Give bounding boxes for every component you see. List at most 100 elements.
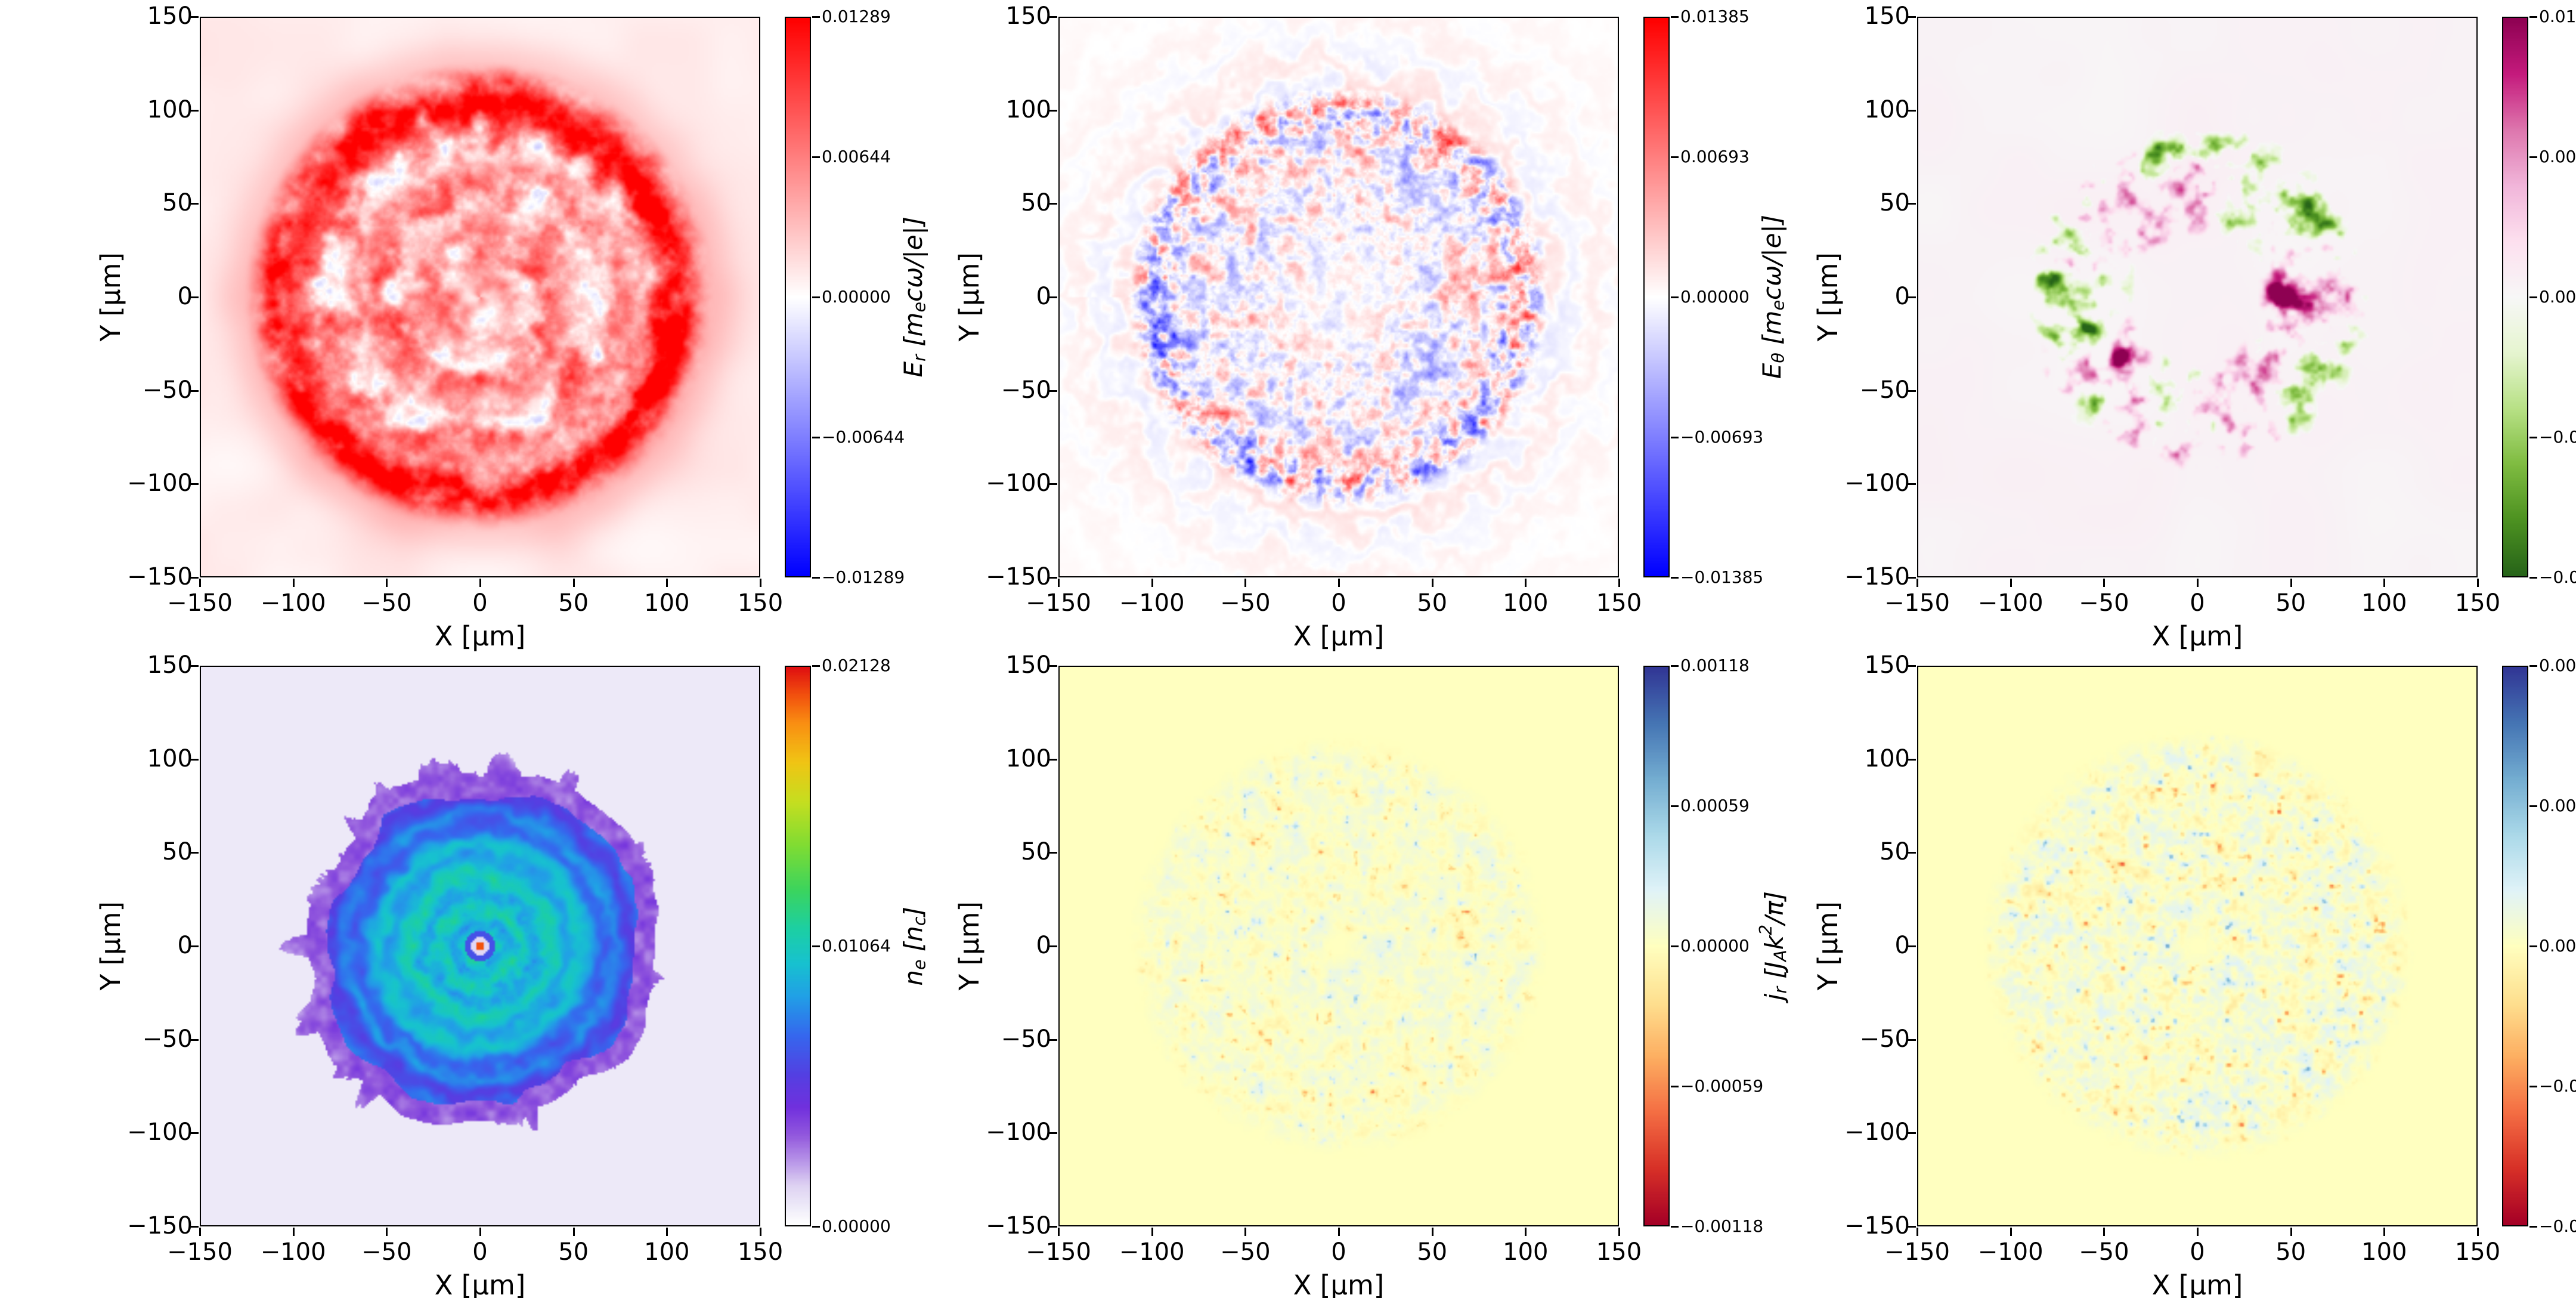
y-tick-labels: 150 100 50 0 −50 −100 −150 xyxy=(1717,0,2576,649)
tick-mark xyxy=(1431,579,1433,587)
tick-mark xyxy=(190,483,199,486)
x-tick-label: 100 xyxy=(644,589,690,617)
x-tick-label: −100 xyxy=(1119,589,1185,617)
tick-mark xyxy=(1908,852,1916,854)
tick-mark xyxy=(479,579,481,587)
heatmap-canvas xyxy=(200,666,760,1226)
tick-mark xyxy=(199,1228,201,1236)
y-tick-label: −100 xyxy=(127,1118,193,1146)
y-tick-label: 150 xyxy=(1005,2,1051,30)
tick-mark xyxy=(1908,109,1916,112)
tick-mark xyxy=(1525,579,1527,587)
tick-mark xyxy=(1671,156,1679,158)
tick-mark xyxy=(2529,1086,2537,1087)
tick-mark xyxy=(1671,945,1679,947)
colorbar-tick-label: −0.00059 xyxy=(1680,1076,1764,1096)
tick-mark xyxy=(190,1039,199,1041)
y-tick-label: −50 xyxy=(1001,376,1051,404)
y-tick-labels: 150 100 50 0 −50 −100 −150 xyxy=(0,0,859,649)
x-tick-label: −150 xyxy=(167,589,233,617)
tick-mark xyxy=(572,1228,575,1236)
colorbar-tick-label: 0.00000 xyxy=(822,287,891,307)
x-tick-label: 150 xyxy=(737,589,784,617)
colorbar-tick-labels: 0.01289 0.00644 0.00000 −0.00644 −0.01289 xyxy=(0,0,905,649)
tick-mark xyxy=(572,579,575,587)
heatmap-canvas xyxy=(1917,666,2478,1226)
tick-mark xyxy=(2529,16,2537,18)
tick-mark xyxy=(666,579,668,587)
tick-mark xyxy=(2103,579,2106,587)
tick-mark xyxy=(1671,16,1679,18)
colorbar-tick-labels: 0.00118 0.00059 0.00000 −0.00059 −0.00118 xyxy=(859,649,1763,1298)
y-tick-label: 0 xyxy=(1036,283,1051,310)
y-tick-label: −50 xyxy=(142,1025,193,1053)
x-tick-label: −50 xyxy=(1220,589,1271,617)
colorbar-tick-label: −0.01289 xyxy=(822,567,905,587)
x-tick-label: 150 xyxy=(2454,589,2501,617)
tick-marks xyxy=(859,649,1717,1298)
tick-mark xyxy=(1908,296,1916,298)
x-tick-labels: −150 −100 −50 0 50 100 150 xyxy=(0,649,859,1298)
tick-mark xyxy=(1671,1086,1679,1087)
colorbar-canvas xyxy=(785,17,811,577)
x-tick-label: −100 xyxy=(260,1238,326,1266)
tick-mark xyxy=(2197,1228,2199,1236)
tick-mark xyxy=(1671,577,1679,579)
x-tick-labels: −150 −100 −50 0 50 100 150 xyxy=(859,649,1717,1298)
x-axis-label: X [μm] xyxy=(434,1269,526,1298)
tick-mark xyxy=(2197,579,2199,587)
tick-mark xyxy=(190,945,199,947)
y-tick-label: −150 xyxy=(127,563,193,591)
y-tick-label: 0 xyxy=(177,932,193,959)
tick-mark xyxy=(1908,1039,1916,1041)
tick-mark xyxy=(1671,805,1679,807)
tick-mark xyxy=(1908,390,1916,392)
tick-mark xyxy=(1049,296,1057,298)
tick-mark xyxy=(1049,665,1057,667)
colorbar-canvas xyxy=(1643,17,1670,577)
colorbar-canvas xyxy=(785,666,811,1226)
y-tick-labels: 150 100 50 0 −50 −100 −150 xyxy=(0,649,859,1298)
colorbar-canvas xyxy=(2502,666,2528,1226)
tick-mark xyxy=(2477,1228,2479,1236)
tick-marks xyxy=(859,0,1717,649)
tick-mark xyxy=(292,1228,295,1236)
colorbar-tick-labels: 0.01385 0.00693 0.00000 −0.00693 −0.01385 xyxy=(859,0,1763,649)
tick-mark xyxy=(2103,1228,2106,1236)
tick-mark xyxy=(1049,390,1057,392)
tick-mark xyxy=(1908,16,1916,18)
colorbar-tick-label: −0.00118 xyxy=(1680,1216,1764,1236)
colorbar-tick-label: 0.00000 xyxy=(822,1216,891,1236)
x-tick-label: −50 xyxy=(2079,589,2129,617)
y-tick-label: 50 xyxy=(162,838,193,866)
tick-mark xyxy=(812,665,820,667)
tick-mark xyxy=(1671,665,1679,667)
y-tick-labels: 150 100 50 0 −50 −100 −150 xyxy=(859,0,1717,649)
y-tick-label: −150 xyxy=(1844,563,1910,591)
tick-mark xyxy=(2529,577,2537,579)
tick-mark xyxy=(190,390,199,392)
x-tick-label: 100 xyxy=(644,1238,690,1266)
tick-mark xyxy=(1525,1228,1527,1236)
y-tick-labels: 150 100 50 0 −50 −100 −150 xyxy=(1717,649,2576,1298)
y-tick-label: 100 xyxy=(1005,95,1051,123)
y-tick-label: −150 xyxy=(1844,1212,1910,1240)
tick-mark xyxy=(2529,665,2537,667)
x-tick-label: −150 xyxy=(167,1238,233,1266)
tick-mark xyxy=(1431,1228,1433,1236)
x-tick-labels: −150 −100 −50 0 50 100 150 xyxy=(1717,649,2576,1298)
colorbar-tick-label: 0.01385 xyxy=(1680,7,1750,26)
tick-mark xyxy=(2383,1228,2386,1236)
tick-mark xyxy=(1049,1132,1057,1135)
colorbar-tick-labels: 0.000545 0.000272 0.000000 −0.000272 −0.0005… xyxy=(1717,649,2576,1298)
tick-mark xyxy=(1049,852,1057,854)
y-tick-label: −150 xyxy=(986,563,1051,591)
tick-mark xyxy=(2529,437,2537,438)
colorbar-tick-label: 0.00059 xyxy=(1680,796,1750,815)
colorbar-tick-label: −0.000272 xyxy=(2539,1076,2576,1096)
x-tick-labels: −150 −100 −50 0 50 100 150 xyxy=(0,0,859,649)
tick-mark xyxy=(190,203,199,205)
tick-mark xyxy=(1049,945,1057,947)
x-tick-label: −50 xyxy=(361,1238,412,1266)
